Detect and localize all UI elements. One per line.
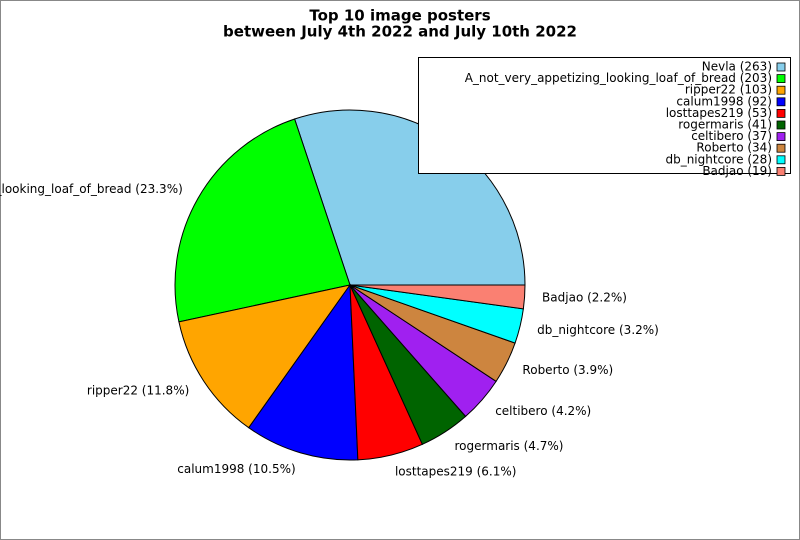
legend-swatch [776, 166, 786, 176]
legend-label: ripper22 (103) [685, 83, 772, 97]
slice-label: calum1998 (10.5%) [177, 462, 295, 476]
pie-slice [174, 118, 351, 323]
pie-slice [349, 284, 526, 310]
slice-label: A_not_very_appetizing_looking_loaf_of_br… [0, 182, 183, 196]
legend-label: A_not_very_appetizing_looking_loaf_of_br… [465, 71, 772, 85]
legend-swatch [776, 143, 786, 153]
slice-label: ripper22 (11.8%) [87, 383, 189, 397]
legend-swatch [776, 74, 786, 83]
legend-swatch [776, 120, 786, 130]
legend-box [418, 57, 791, 174]
legend-swatch [776, 109, 786, 118]
pie-slice [248, 283, 359, 461]
legend-label: Nevla (263) [702, 60, 772, 74]
legend-swatch [776, 85, 786, 95]
pie-slice [178, 284, 352, 429]
chart-title: Top 10 image posters between July 4th 202… [223, 6, 577, 40]
legend-label: rogermaris (41) [678, 118, 772, 132]
slice-label: losttapes219 (6.1%) [395, 465, 517, 479]
slice-label: celtibero (4.2%) [495, 404, 591, 418]
slice-label: Badjao (2.2%) [542, 291, 627, 305]
slice-label: rogermaris (4.7%) [455, 439, 564, 453]
legend-label: celtibero (37) [691, 129, 772, 143]
legend-label: db_nightcore (28) [665, 152, 772, 166]
legend-swatch [776, 132, 786, 142]
legend-label: calum1998 (92) [676, 94, 772, 108]
slice-label: db_nightcore (3.2%) [537, 323, 659, 337]
legend-label: losttapes219 (53) [666, 106, 772, 120]
legend-swatch [776, 62, 786, 72]
legend-swatch [776, 155, 786, 165]
legend-label: Roberto (34) [696, 141, 772, 155]
legend-label: Badjao (19) [702, 164, 772, 178]
slice-label: Roberto (3.9%) [522, 363, 613, 377]
legend-swatch [776, 97, 786, 107]
